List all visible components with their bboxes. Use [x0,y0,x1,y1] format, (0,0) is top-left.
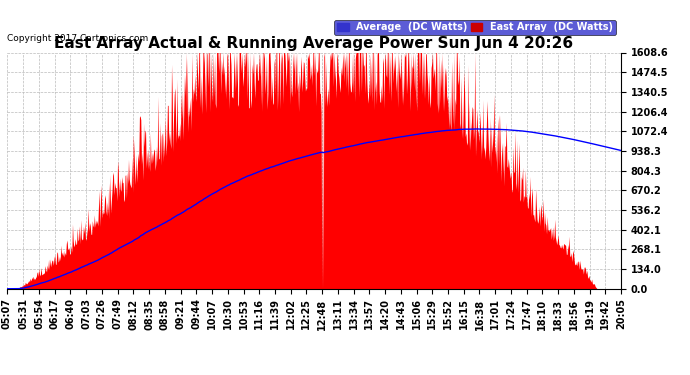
Text: Copyright 2017 Cartronics.com: Copyright 2017 Cartronics.com [7,34,148,43]
Legend: Average  (DC Watts), East Array  (DC Watts): Average (DC Watts), East Array (DC Watts… [334,20,616,35]
Title: East Array Actual & Running Average Power Sun Jun 4 20:26: East Array Actual & Running Average Powe… [55,36,573,51]
